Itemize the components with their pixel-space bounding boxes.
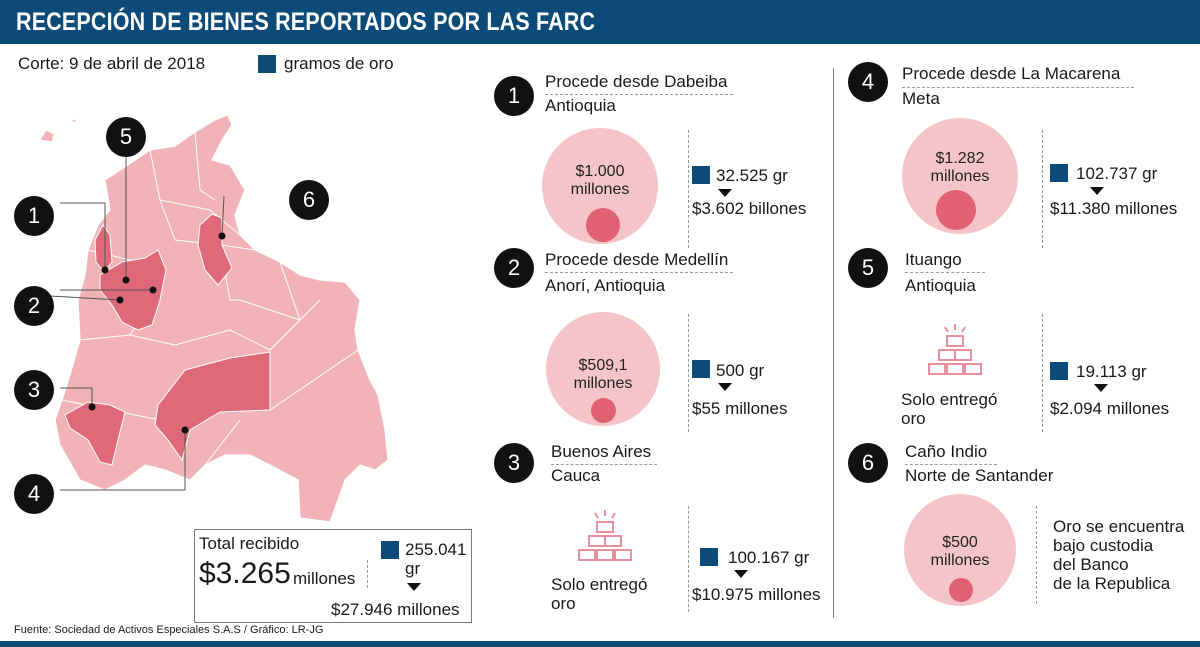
region-cauca xyxy=(64,401,126,466)
item-2-money: $55 millones xyxy=(692,399,788,418)
item-6-underline xyxy=(905,464,997,465)
total-money: $27.946 millones xyxy=(331,600,460,619)
colombia-map xyxy=(39,114,389,523)
item-1-underline xyxy=(545,94,733,95)
item-2-separator xyxy=(688,314,689,432)
item-4-gold-swatch xyxy=(1050,164,1068,182)
item-4-origin: Procede desde La Macarena xyxy=(902,64,1121,83)
item-3-arrow-icon xyxy=(734,570,748,578)
item-1-gold-circle xyxy=(586,208,620,242)
item-3-gold-swatch xyxy=(700,548,718,566)
item-6-value: $500 millones xyxy=(930,534,990,569)
map-mainland xyxy=(54,114,389,523)
total-gold-swatch xyxy=(381,541,399,559)
item-5-department: Antioquia xyxy=(905,276,976,295)
item-3-separator xyxy=(688,506,689,612)
header-bar: RECEPCIÓN DE BIENES REPORTADOS POR LAS F… xyxy=(0,0,1200,44)
total-amount: $3.265 xyxy=(199,557,291,590)
item-2-grams: 500 gr xyxy=(716,361,765,380)
item-4-underline xyxy=(902,87,1134,88)
map-marker-3: 3 xyxy=(14,370,54,410)
item-3-grams: 100.167 gr xyxy=(728,548,810,567)
item-4-number: 4 xyxy=(848,62,888,102)
map-marker-4: 4 xyxy=(14,474,54,514)
item-1-department: Antioquia xyxy=(545,96,616,115)
item-5-gold-swatch xyxy=(1050,362,1068,380)
map-marker-2: 2 xyxy=(14,286,54,326)
item-6-gold-circle xyxy=(949,578,973,602)
map-marker-6: 6 xyxy=(289,180,329,220)
marker-connectors xyxy=(49,150,225,491)
item-5-number: 5 xyxy=(848,248,888,288)
item-3-number: 3 xyxy=(494,443,534,483)
item-4-department: Meta xyxy=(902,89,940,108)
gold-bars-icon xyxy=(578,510,632,561)
item-5-origin: Ituango xyxy=(905,250,962,269)
item-2-underline xyxy=(545,272,733,273)
item-4-value: $1.282 millones xyxy=(930,150,990,185)
item-4-grams: 102.737 gr xyxy=(1076,164,1158,183)
region-dabeiba xyxy=(94,224,113,273)
item-4-gold-circle xyxy=(936,190,976,230)
item-1-money: $3.602 billones xyxy=(692,199,807,218)
column-divider xyxy=(833,68,834,618)
map-island xyxy=(39,129,55,143)
item-3-underline xyxy=(551,464,657,465)
item-5-grams: 19.113 gr xyxy=(1076,362,1147,381)
item-5-separator xyxy=(1042,314,1043,432)
total-grams: 255.041 xyxy=(405,540,467,559)
item-3-origin: Buenos Aires xyxy=(551,442,652,461)
item-2-gold-swatch xyxy=(692,360,710,378)
item-1-value: $1.000 millones xyxy=(570,163,630,198)
total-grams-unit: gr xyxy=(405,559,421,578)
gold-bars-icon xyxy=(928,324,982,375)
total-unit: millones xyxy=(293,569,356,588)
total-label: Total recibido xyxy=(199,534,300,553)
item-2-arrow-icon xyxy=(718,383,732,391)
item-1-number: 1 xyxy=(494,76,534,116)
map-island xyxy=(72,119,76,122)
item-1-gold-swatch xyxy=(692,166,710,184)
item-3-department: Cauca xyxy=(551,466,601,485)
total-box: Total recibido $3.265 millones 255.041 g… xyxy=(194,529,472,623)
item-5-arrow-icon xyxy=(1094,384,1108,392)
item-6-separator xyxy=(1036,506,1037,604)
bottom-bar xyxy=(0,641,1200,647)
item-6-origin: Caño Indio xyxy=(905,442,988,461)
item-2-number: 2 xyxy=(494,248,534,288)
item-4-money: $11.380 millones xyxy=(1050,199,1178,218)
map-marker-1: 1 xyxy=(14,196,54,236)
page-title: RECEPCIÓN DE BIENES REPORTADOS POR LAS F… xyxy=(16,8,596,36)
item-3-money: $10.975 millones xyxy=(692,585,821,604)
location-dots xyxy=(88,232,226,434)
item-3-note: Solo entregó oro xyxy=(551,575,648,613)
item-2-department: Anorí, Antioquia xyxy=(545,276,666,295)
item-2-value: $509,1 millones xyxy=(573,357,633,392)
total-arrow-icon xyxy=(407,583,421,591)
source-credit: Fuente: Sociedad de Activos Especiales S… xyxy=(14,624,324,636)
item-6-number: 6 xyxy=(848,443,888,483)
item-6-note: Oro se encuentra bajo custodia del Banco… xyxy=(1053,517,1185,593)
map-marker-5: 5 xyxy=(106,117,146,157)
item-4-separator xyxy=(1042,130,1043,248)
item-2-origin: Procede desde Medellín xyxy=(545,250,729,269)
item-4-arrow-icon xyxy=(1090,187,1104,195)
item-5-note: Solo entregó oro xyxy=(901,390,998,428)
region-norte-santander xyxy=(197,213,233,286)
item-1-separator xyxy=(688,130,689,248)
cutoff-date: Corte: 9 de abril de 2018 xyxy=(18,54,206,73)
item-5-money: $2.094 millones xyxy=(1050,399,1170,418)
item-5-underline xyxy=(905,272,985,273)
item-6-department: Norte de Santander xyxy=(905,466,1054,485)
item-2-gold-circle xyxy=(591,398,616,423)
legend-label: gramos de oro xyxy=(284,54,394,73)
item-1-grams: 32.525 gr xyxy=(716,166,788,185)
legend-swatch xyxy=(258,55,276,73)
item-1-origin: Procede desde Dabeiba xyxy=(545,72,728,91)
item-1-arrow-icon xyxy=(718,189,732,197)
total-separator xyxy=(367,560,368,588)
